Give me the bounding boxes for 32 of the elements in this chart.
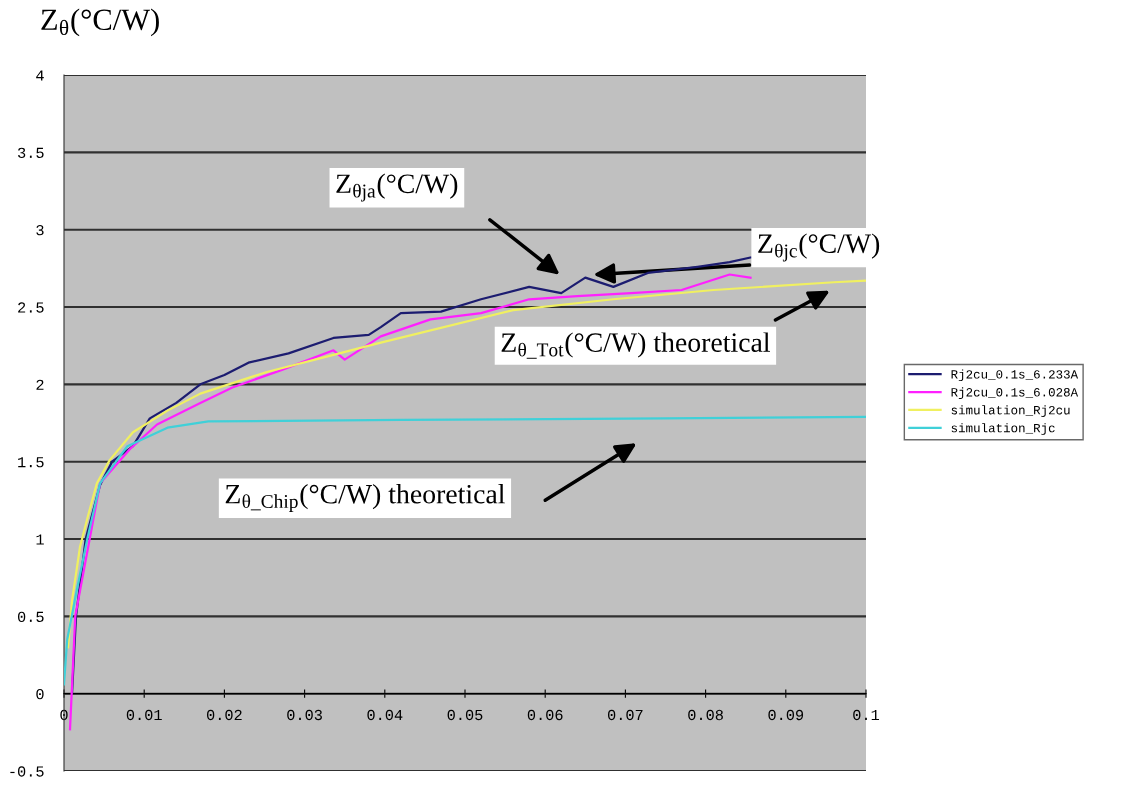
x-tick-label: 0.02 (206, 709, 242, 721)
y-tick-label: 3.5 (18, 147, 44, 159)
x-tick-label: 0.07 (607, 709, 643, 721)
y-tick-label: 1 (36, 534, 44, 545)
legend-label: Rj2cu_0.1s_6.028A (951, 387, 1079, 399)
x-tick-label: 0.09 (768, 709, 804, 721)
x-tick-label: 0.05 (447, 709, 483, 721)
y-tick-label: 2 (36, 379, 44, 390)
y-tick-label: 0 (36, 688, 44, 700)
y-tick-label: 4 (36, 70, 44, 81)
x-tick-label: 0.1 (853, 709, 880, 721)
y-tick-label: -0.5 (10, 766, 44, 777)
x-tick-label: 0.03 (287, 709, 322, 721)
legend-label: simulation_Rj2cu (951, 405, 1070, 417)
line-series (64, 415, 866, 686)
annotation: Z$_{θ_Tot}$(°C/W) theoretical (501, 332, 770, 359)
y-tick-label: 2.5 (18, 302, 44, 313)
x-tick-label: 0.04 (367, 709, 403, 721)
line-series (66, 279, 866, 649)
legend-label: simulation_Rjc (951, 423, 1055, 435)
annotation: Z$_{θja}$(°C/W) (336, 173, 458, 202)
x-tick-label: 0 (60, 709, 68, 721)
y-axis-title: Z$_{θ}$(°C/W) (41, 8, 159, 37)
y-tick-label: 0.5 (17, 611, 44, 623)
x-tick-label: 0.06 (527, 709, 563, 721)
y-tick-label: 1.5 (18, 457, 44, 468)
annotation: Z$_{θ_Chip}$(°C/W) theoretical (225, 484, 505, 512)
x-tick-label: 0.08 (688, 709, 723, 721)
x-tick-label: 0.01 (126, 709, 162, 721)
annotation: Z$_{θjc}$(°C/W) (758, 233, 880, 262)
y-tick-label: 3 (36, 224, 44, 236)
legend-label: Rj2cu_0.1s_6.233A (951, 369, 1079, 382)
